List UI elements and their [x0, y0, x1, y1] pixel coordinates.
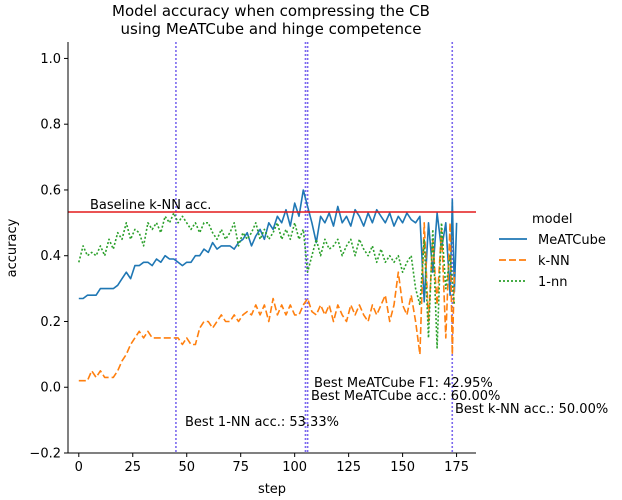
x-tick-label: 50: [178, 460, 195, 475]
annotations: Baseline k-NN acc. Best 1-NN acc.: 53.33%…: [90, 198, 608, 430]
annotation-label: Best MeATCube F1: 42.95%: [314, 376, 493, 391]
x-tick-label: 175: [444, 460, 469, 475]
y-axis-ticks: −0.2 0.0 0.2 0.4 0.6 0.8 1.0: [29, 52, 68, 462]
series-line-k-nn: [78, 222, 456, 382]
x-tick-label: 125: [336, 460, 361, 475]
y-tick-label: −0.2: [29, 447, 61, 462]
series-line-1-nn: [78, 212, 456, 349]
chart-title-line-2: using MeATCube and hinge competence: [121, 20, 422, 38]
x-axis-label: step: [258, 482, 286, 497]
legend-title: model: [532, 212, 572, 227]
y-tick-label: 0.6: [40, 183, 61, 198]
y-tick-label: 0.0: [40, 381, 61, 396]
y-tick-label: 0.2: [40, 315, 61, 330]
y-tick-label: 0.4: [40, 249, 61, 264]
x-axis-ticks: 0 25 50 75 100 125 150 175: [75, 453, 469, 475]
x-tick-label: 150: [390, 460, 415, 475]
chart-title-line-1: Model accuracy when compressing the CB: [112, 2, 430, 20]
x-tick-label: 25: [124, 460, 141, 475]
series-lines: [78, 189, 458, 382]
annotation-label: Best k-NN acc.: 50.00%: [455, 402, 608, 417]
series-line-meatcube: [78, 189, 458, 303]
annotation-label: Baseline k-NN acc.: [90, 198, 211, 213]
annotation-label: Best 1-NN acc.: 53.33%: [185, 415, 339, 430]
legend-entry-label: MeATCube: [538, 233, 606, 248]
y-tick-label: 1.0: [40, 52, 61, 67]
legend: model MeATCube k-NN 1-nn: [499, 212, 606, 290]
y-axis-label: accuracy: [5, 218, 20, 277]
y-tick-label: 0.8: [40, 118, 61, 133]
x-tick-label: 75: [232, 460, 249, 475]
x-tick-label: 0: [75, 460, 83, 475]
legend-entry-label: k-NN: [538, 254, 570, 269]
annotation-label: Best MeATCube acc.: 60.00%: [311, 389, 500, 404]
legend-entry-label: 1-nn: [538, 275, 567, 290]
x-tick-label: 100: [282, 460, 307, 475]
